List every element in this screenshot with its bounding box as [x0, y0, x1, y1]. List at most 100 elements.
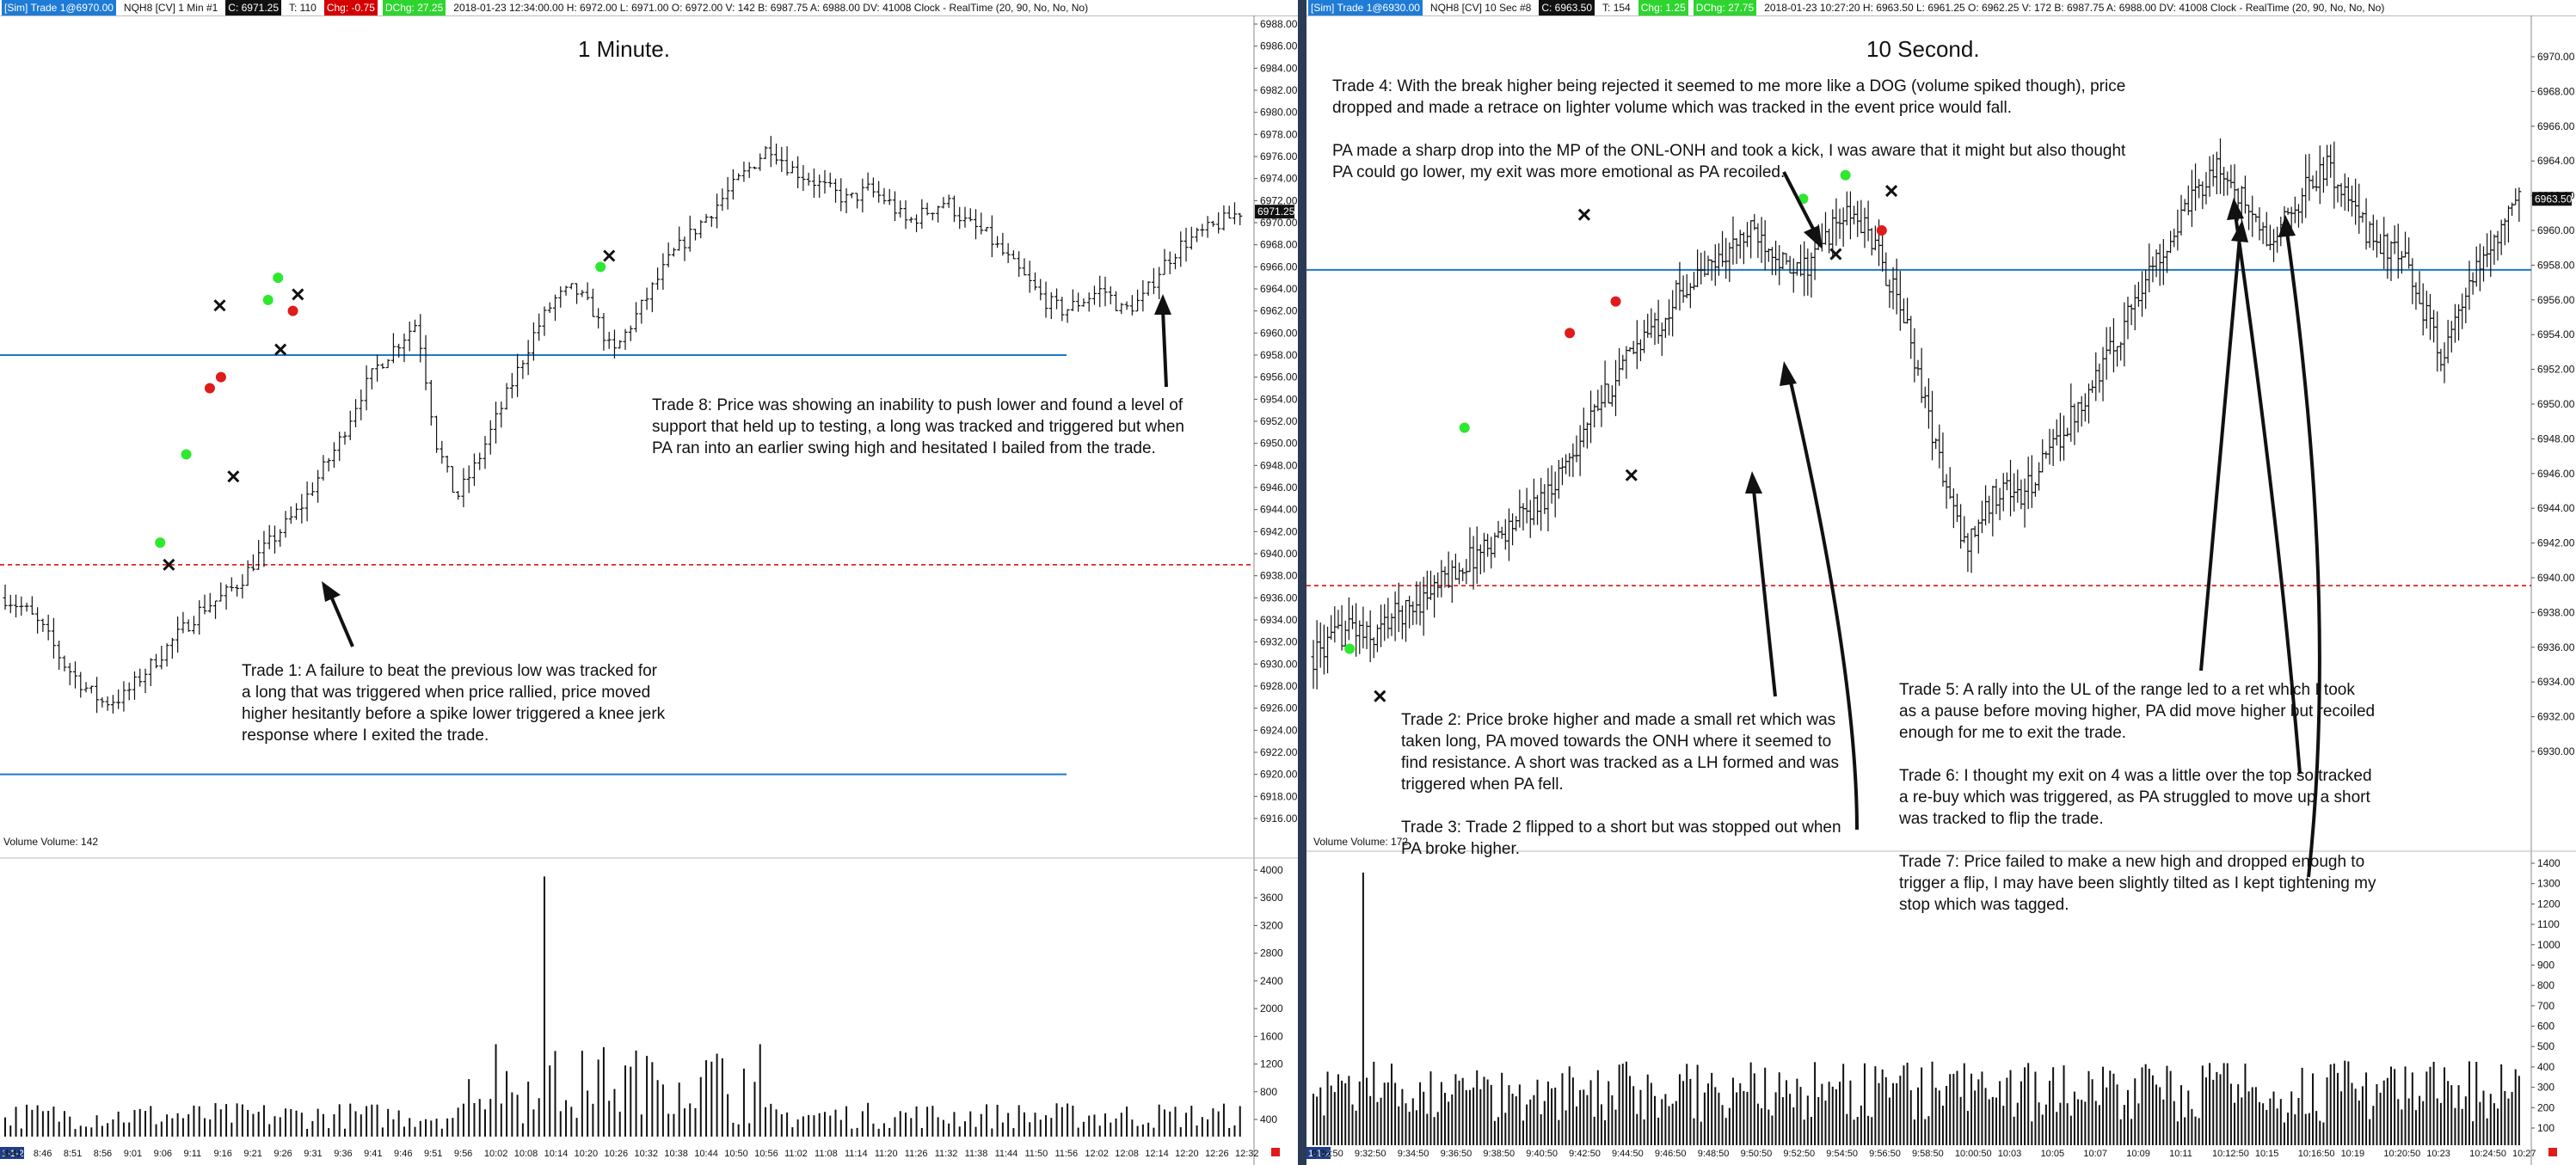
price-bar: [369, 368, 374, 389]
price-tick-label: 6916.00: [1260, 812, 1298, 825]
time-tick-label: 12:26: [1205, 1149, 1229, 1159]
time-tick-label: 9:52:50: [1783, 1149, 1815, 1159]
price-bar: [892, 191, 897, 222]
price-bar: [1017, 251, 1022, 278]
price-bar: [1681, 275, 1686, 304]
price-tick-label: 6966.00: [2537, 120, 2575, 132]
price-tick-label: 6936.00: [2537, 641, 2575, 653]
price-bar: [2392, 225, 2397, 254]
price-bar: [1976, 519, 1981, 554]
time-tick-label: 11:08: [815, 1149, 838, 1159]
price-bar: [1200, 224, 1205, 237]
price-bar: [919, 199, 925, 230]
price-bar: [1695, 249, 1700, 287]
chart-panel-10sec[interactable]: [Sim] Trade 1@6930.00 NQH8 [CV] 10 Sec #…: [1306, 0, 2576, 1165]
price-bar: [860, 178, 865, 213]
price-tick-label: 6922.00: [1260, 746, 1298, 758]
price-bar: [1151, 267, 1156, 295]
price-bar: [606, 332, 612, 349]
price-bar: [2182, 199, 2187, 212]
price-bar: [930, 212, 935, 221]
dchg-badge: DChg: 27.25: [382, 0, 446, 15]
price-bar: [19, 596, 24, 616]
price-chart-10sec[interactable]: 6970.006968.006966.006964.006962.006960.…: [1306, 0, 2576, 1165]
close-badge: C: 6971.25: [225, 0, 282, 15]
price-bar: [2385, 233, 2390, 279]
price-bar: [2257, 207, 2262, 241]
instrument-label: NQH8 [CV] 1 Min #1: [123, 2, 218, 14]
arrow-head: [322, 581, 341, 602]
price-bar: [552, 294, 557, 322]
chg-badge: Chg: 1.25: [1638, 0, 1688, 15]
price-tick-label: 6960.00: [1260, 327, 1298, 339]
account-badge[interactable]: [Sim] Trade 1@6970.00: [2, 0, 116, 15]
price-bar: [515, 353, 520, 397]
price-chart-1min[interactable]: 6988.00 6986.00 6984.00 6982.00 6980.00 6978.…: [0, 0, 1298, 1165]
time-tick-label: 10:19: [2341, 1149, 2365, 1159]
price-bar: [876, 181, 882, 203]
price-bar: [968, 208, 973, 222]
price-bar: [1642, 320, 1647, 353]
account-badge[interactable]: [Sim] Trade 1@6930.00: [1308, 0, 1423, 15]
price-bar: [78, 671, 83, 698]
annotation-arrow: [1782, 171, 1816, 231]
arrow-head: [1804, 225, 1823, 249]
volume-tick-label: 800: [2537, 979, 2554, 991]
price-bar: [1232, 202, 1237, 224]
panel-divider[interactable]: [1298, 0, 1306, 1165]
price-bar: [347, 410, 353, 440]
price-bar: [1503, 518, 1508, 550]
price-bar: [2420, 283, 2425, 336]
price-bar: [1592, 404, 1597, 428]
price-tick-label: 6946.00: [2537, 468, 2575, 480]
price-bar: [1081, 297, 1086, 307]
price-bar: [989, 215, 994, 258]
price-bar: [445, 455, 450, 473]
price-bar: [2474, 246, 2479, 287]
arrow-head: [2227, 198, 2244, 220]
chart-panel-1min[interactable]: [Sim] Trade 1@6970.00 NQH8 [CV] 1 Min #1…: [0, 0, 1298, 1165]
price-tick-label: 6958.00: [2537, 259, 2575, 271]
price-tick-label: 6924.00: [1260, 724, 1298, 736]
exit-marker: [1577, 208, 1591, 221]
price-bar: [186, 619, 191, 632]
price-bar: [1238, 212, 1243, 225]
price-bar: [1674, 279, 1679, 310]
price-bar: [1183, 227, 1189, 262]
price-bar: [1389, 613, 1394, 636]
price-bar: [14, 594, 19, 618]
short-entry-marker: [215, 371, 226, 383]
price-bar: [245, 560, 250, 586]
price-bar: [1922, 386, 1927, 408]
price-bar: [2317, 145, 2322, 205]
price-bar: [1887, 279, 1892, 309]
note-trade-4: Trade 4: With the break higher being rej…: [1332, 77, 2126, 181]
price-bar: [1798, 244, 1804, 277]
price-bar: [590, 288, 595, 317]
price-bar: [191, 616, 196, 635]
time-tick-label: 10:00:50: [1955, 1149, 1992, 1159]
price-bar: [207, 592, 212, 613]
price-bar: [1987, 495, 1992, 524]
time-tick-label: 11:44: [995, 1149, 1018, 1159]
bar-info: 2018-01-23 10:27:20 H: 6963.50 L: 6961.2…: [1764, 2, 2385, 14]
price-bar: [639, 299, 644, 324]
price-bar: [1663, 317, 1668, 339]
price-bar: [1638, 339, 1643, 362]
price-bar: [2410, 258, 2415, 304]
price-bar: [2093, 352, 2099, 402]
price-bar: [2481, 246, 2487, 282]
price-tick-label: 6958.00: [1260, 349, 1298, 361]
price-bar: [499, 402, 504, 428]
price-bar: [2040, 438, 2045, 473]
price-bar: [100, 697, 105, 708]
price-bar: [974, 209, 979, 240]
price-bar: [569, 283, 574, 290]
price-bar: [2495, 230, 2500, 261]
price-bar: [407, 322, 412, 352]
price-bar: [364, 365, 369, 411]
price-bar: [2403, 231, 2408, 258]
price-bar: [655, 267, 661, 291]
exit-marker: [274, 343, 287, 356]
price-bar: [1000, 232, 1005, 256]
